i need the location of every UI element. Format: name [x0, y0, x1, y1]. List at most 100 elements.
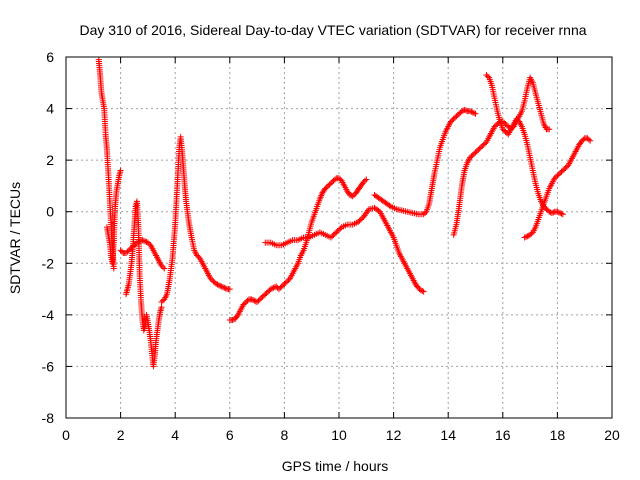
data-point: [421, 210, 428, 217]
data-point: [194, 252, 201, 259]
data-point: [284, 278, 291, 285]
data-point: [281, 280, 288, 287]
data-point: [502, 128, 509, 135]
data-point: [491, 123, 498, 130]
data-point: [229, 317, 236, 324]
data-point: [158, 298, 165, 305]
data-point: [458, 108, 465, 115]
data-point: [469, 109, 476, 116]
series-s6: [226, 175, 370, 324]
data-point: [329, 233, 336, 240]
series-s4: [123, 198, 165, 370]
data-point: [260, 292, 267, 299]
data-point: [447, 118, 454, 125]
data-point: [331, 230, 338, 237]
data-point: [483, 72, 490, 79]
series-s2: [103, 167, 124, 267]
x-tick-label: 16: [495, 427, 511, 443]
data-point: [550, 209, 557, 216]
data-point: [226, 286, 233, 293]
data-point: [333, 229, 340, 236]
data-point: [144, 239, 151, 246]
data-point: [327, 234, 334, 241]
data-point: [505, 123, 512, 130]
data-point: [349, 193, 356, 200]
data-point: [557, 170, 564, 177]
data-point: [322, 185, 329, 192]
data-point: [215, 282, 222, 289]
data-point: [234, 313, 241, 320]
data-point: [557, 210, 564, 217]
data-point: [554, 172, 561, 179]
data-point: [273, 283, 280, 290]
data-point: [386, 202, 393, 209]
data-point: [580, 136, 587, 143]
data-point: [456, 110, 463, 117]
data-point: [356, 217, 363, 224]
data-point: [158, 304, 165, 311]
data-point: [159, 297, 166, 304]
data-point: [244, 297, 251, 304]
data-point: [523, 233, 530, 240]
data-point: [528, 230, 535, 237]
data-point: [360, 179, 367, 186]
data-point: [453, 113, 460, 120]
data-point: [585, 136, 592, 143]
data-point: [146, 240, 153, 247]
data-point: [501, 127, 508, 134]
data-point: [454, 112, 461, 119]
series-s7: [262, 204, 427, 295]
data-point: [348, 192, 355, 199]
data-point: [449, 117, 456, 124]
data-point: [563, 163, 570, 170]
data-point: [420, 211, 427, 218]
data-point: [452, 114, 459, 121]
data-point: [558, 210, 565, 217]
data-point: [514, 117, 521, 124]
data-point: [218, 283, 225, 290]
x-tick-label: 14: [440, 427, 456, 443]
data-point: [471, 110, 478, 117]
data-point: [271, 284, 278, 291]
x-tick-label: 18: [550, 427, 566, 443]
data-point: [553, 173, 560, 180]
data-point: [222, 285, 229, 292]
data-point: [282, 279, 289, 286]
data-point: [125, 247, 132, 254]
data-point: [248, 296, 255, 303]
data-point: [330, 231, 337, 238]
y-tick-label: 6: [46, 49, 54, 65]
data-point: [214, 281, 221, 288]
data-point: [217, 282, 224, 289]
data-point: [484, 73, 491, 80]
data-point: [417, 287, 424, 294]
data-point: [221, 284, 228, 291]
data-point: [477, 144, 484, 151]
data-point: [263, 289, 270, 296]
data-point: [461, 106, 468, 113]
x-tick-label: 20: [604, 427, 620, 443]
data-point: [267, 286, 274, 293]
data-point: [482, 140, 489, 147]
data-point: [213, 280, 220, 287]
data-point: [363, 176, 370, 183]
data-point: [472, 110, 479, 117]
data-point: [259, 293, 266, 300]
y-tick-label: -2: [42, 255, 55, 271]
data-point: [548, 210, 555, 217]
data-point: [492, 122, 499, 129]
x-tick-label: 10: [331, 427, 347, 443]
data-point: [243, 298, 250, 305]
y-tick-label: -4: [42, 307, 55, 323]
data-point: [337, 225, 344, 232]
data-point: [110, 265, 117, 272]
data-point: [513, 115, 520, 122]
data-point: [265, 288, 272, 295]
data-point: [336, 226, 342, 233]
x-tick-label: 12: [386, 427, 402, 443]
chart-title: Day 310 of 2016, Sidereal Day-to-day VTE…: [79, 22, 586, 38]
data-point: [140, 237, 147, 244]
data-point: [277, 284, 284, 291]
data-point: [285, 277, 292, 284]
